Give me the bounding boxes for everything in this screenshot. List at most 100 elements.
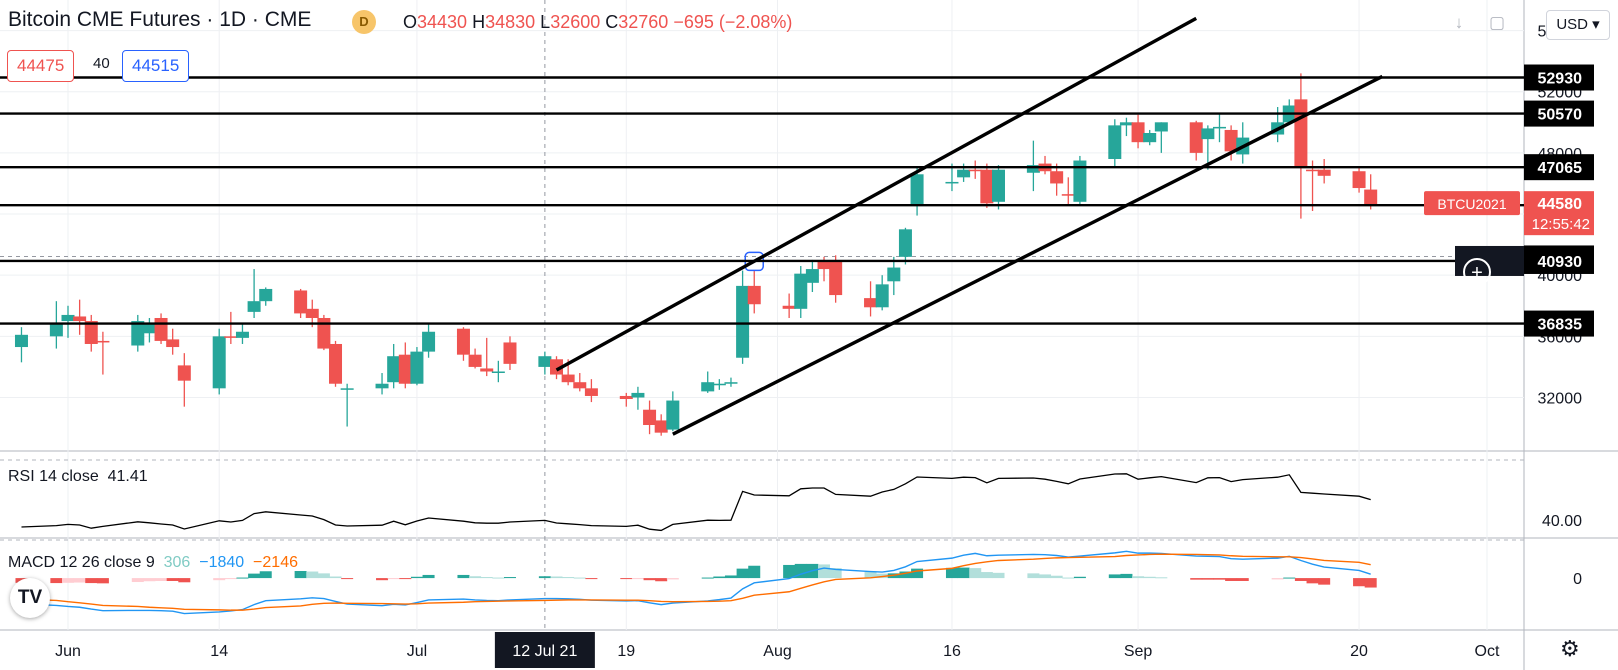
candle-body[interactable] — [259, 288, 273, 302]
candle-body[interactable] — [782, 305, 796, 309]
candle-body[interactable] — [875, 284, 889, 308]
candle-body[interactable] — [235, 331, 249, 338]
candle-body[interactable] — [898, 229, 912, 257]
gear-icon[interactable]: ⚙ — [1560, 636, 1580, 661]
candle-body[interactable] — [49, 324, 63, 337]
candle-body[interactable] — [1189, 122, 1203, 153]
candle-body[interactable] — [538, 356, 552, 367]
candle-body[interactable] — [142, 324, 156, 334]
candle-body[interactable] — [1061, 194, 1075, 196]
candle-body[interactable] — [166, 339, 180, 348]
fullscreen-icon[interactable]: ▢ — [1488, 13, 1506, 32]
candle-body[interactable] — [631, 392, 645, 398]
close-label: C — [605, 12, 619, 32]
candle-body[interactable] — [910, 174, 924, 205]
add-alert-plus-icon[interactable]: + — [1463, 258, 1491, 286]
candle-body[interactable] — [1108, 125, 1122, 159]
candle-body[interactable] — [398, 354, 412, 384]
candle-body[interactable] — [794, 273, 808, 309]
candle-body[interactable] — [643, 409, 657, 426]
candle-body[interactable] — [329, 343, 343, 384]
buy-price-button[interactable]: 44515 — [122, 50, 190, 82]
candle-body[interactable] — [829, 261, 843, 296]
candle-body[interactable] — [805, 269, 819, 283]
candle-body[interactable] — [61, 314, 75, 322]
candle-body[interactable] — [177, 365, 191, 381]
candle-body[interactable] — [14, 334, 28, 348]
candle-body[interactable] — [980, 169, 994, 204]
candle-body[interactable] — [1224, 129, 1238, 152]
candle-body[interactable] — [294, 290, 308, 314]
candle-body[interactable] — [724, 382, 738, 384]
candle-body[interactable] — [387, 356, 401, 383]
candle-body[interactable] — [96, 340, 110, 343]
macd-signal-line[interactable] — [21, 553, 1371, 611]
candle-body[interactable] — [712, 383, 726, 386]
candle-body[interactable] — [410, 351, 424, 384]
candle-body[interactable] — [73, 316, 87, 322]
candle-body[interactable] — [887, 267, 901, 282]
candle-body[interactable] — [224, 336, 238, 338]
candle-body[interactable] — [468, 354, 482, 367]
tradingview-logo-icon[interactable]: TV — [10, 578, 50, 618]
candle-body[interactable] — [619, 395, 633, 400]
channel-upper-trendline[interactable] — [555, 16, 1198, 372]
candle-body[interactable] — [84, 321, 98, 344]
candle-body[interactable] — [212, 336, 226, 389]
candle-body[interactable] — [456, 328, 470, 355]
candle-body[interactable] — [1317, 169, 1331, 176]
candle-body[interactable] — [1143, 133, 1157, 143]
candle-body[interactable] — [945, 181, 959, 184]
candle-body[interactable] — [991, 169, 1005, 202]
open-value: 34430 — [417, 12, 468, 32]
candle-body[interactable] — [561, 374, 575, 383]
candle-body[interactable] — [340, 388, 354, 390]
candle-body[interactable] — [305, 308, 319, 318]
candle-body[interactable] — [1212, 126, 1226, 129]
candle-body[interactable] — [1352, 171, 1366, 189]
candle-body[interactable] — [1201, 128, 1215, 140]
candle-body[interactable] — [968, 169, 982, 172]
candle-body[interactable] — [701, 382, 715, 392]
candle-body[interactable] — [550, 359, 564, 375]
candle-body[interactable] — [503, 342, 517, 364]
candle-body[interactable] — [747, 285, 761, 305]
candle-body[interactable] — [1364, 189, 1378, 206]
symbol-title[interactable]: Bitcoin CME Futures · 1D · CME — [8, 8, 311, 32]
candle-body[interactable] — [957, 169, 971, 178]
candle-body[interactable] — [1119, 122, 1133, 126]
candle-body[interactable] — [864, 298, 878, 308]
data-source-badge[interactable]: D — [352, 10, 376, 34]
candle-body[interactable] — [1306, 169, 1320, 172]
candle-body[interactable] — [1050, 171, 1064, 184]
candle-body[interactable] — [1073, 160, 1087, 202]
candle-body[interactable] — [1131, 122, 1145, 143]
candle-body[interactable] — [666, 400, 680, 430]
sell-price-button[interactable]: 44475 — [7, 50, 75, 82]
candle-body[interactable] — [654, 420, 668, 433]
candle-body[interactable] — [131, 321, 145, 346]
currency-selector[interactable]: USD ▾ — [1546, 10, 1610, 40]
macd-histogram-bar — [1120, 573, 1133, 579]
rsi-legend[interactable]: RSI 14 close 41.41 — [8, 468, 148, 486]
channel-lower-trendline[interactable] — [672, 74, 1384, 436]
rsi-line[interactable] — [21, 473, 1371, 532]
candle-body[interactable] — [154, 317, 168, 341]
candle-body[interactable] — [584, 388, 598, 396]
candle-body[interactable] — [247, 301, 261, 312]
download-icon[interactable]: ↓ — [1454, 13, 1464, 32]
candle-body[interactable] — [422, 331, 436, 352]
candle-body[interactable] — [573, 382, 587, 389]
candle-body[interactable] — [491, 371, 505, 374]
candle-body[interactable] — [375, 383, 389, 389]
candle-body[interactable] — [1154, 122, 1168, 132]
candle-body[interactable] — [317, 317, 331, 349]
candle-body[interactable] — [1026, 165, 1040, 173]
candle-body[interactable] — [817, 261, 831, 270]
candle-body[interactable] — [1294, 99, 1308, 167]
chevron-down-icon: ▾ — [1592, 16, 1600, 33]
candle-body[interactable] — [480, 368, 494, 372]
candle-body[interactable] — [736, 285, 750, 358]
macd-legend[interactable]: MACD 12 26 close 9 306 −1840 −2146 — [8, 554, 298, 572]
